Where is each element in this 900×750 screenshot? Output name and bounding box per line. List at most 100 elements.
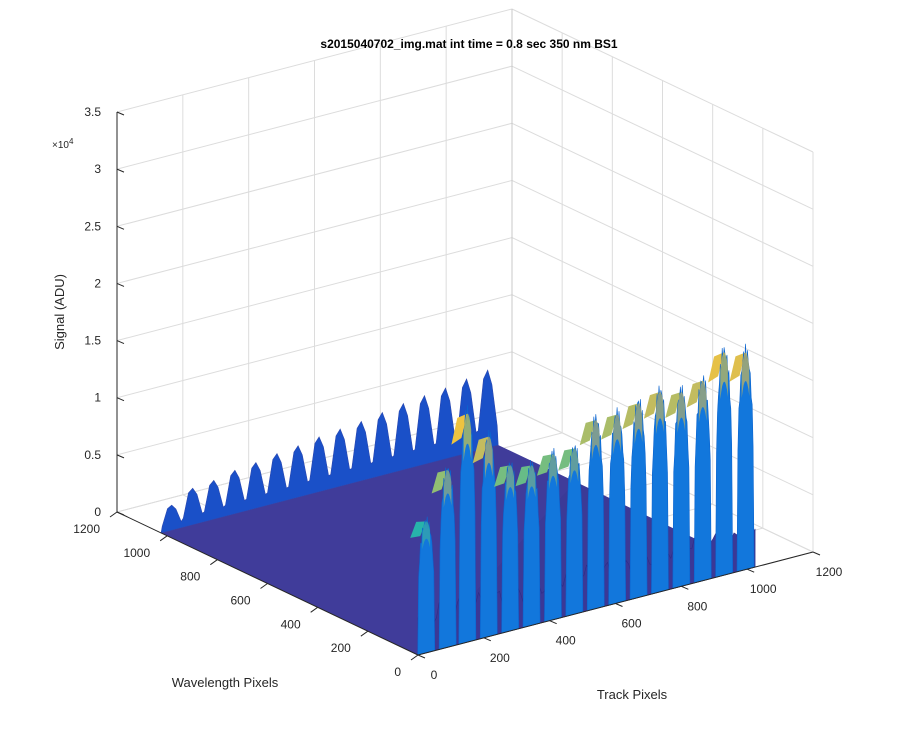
axes: 0 200 400 600 800 1000 1200 0 200 400 600 800 1000 1 2… [73, 105, 842, 682]
track-peak-side [472, 436, 489, 464]
z-multiplier-exponent: 4 [69, 137, 74, 146]
track-peak-side [410, 521, 427, 538]
y-tick-label: 800 [180, 570, 200, 584]
track-peak [417, 516, 436, 656]
track-peak-crest [527, 465, 536, 500]
y-tick-label: 600 [230, 594, 250, 608]
z-tick-label: 3 [94, 162, 101, 176]
grid-line-z-side-wall [511, 8, 814, 153]
track-peak-crest [485, 436, 493, 479]
grid-line-z-back-wall [116, 237, 513, 342]
z-axis-label: Signal (ADU) [52, 274, 67, 350]
y-tick-label: 0 [394, 665, 401, 679]
z-tick-label: 2.5 [84, 219, 101, 233]
x-tick [483, 637, 492, 642]
track-peak-crest [741, 352, 750, 398]
z-tick-label: 3.5 [84, 105, 101, 119]
track-peak-side [515, 465, 532, 487]
z-tick [116, 282, 125, 287]
z-tick-label: 1 [94, 391, 101, 405]
y-tick-label: 1000 [123, 546, 150, 560]
surface [160, 343, 756, 656]
y-tick [109, 511, 118, 518]
track-peak-crest [698, 380, 707, 423]
z-tick [116, 340, 125, 345]
x-tick [417, 654, 426, 659]
y-tick [210, 559, 218, 566]
x-tick [812, 551, 821, 556]
grid-line-z-back-wall [116, 65, 513, 170]
track-peak [458, 405, 477, 645]
x-tick [746, 568, 755, 573]
y-tick-label: 400 [281, 617, 301, 631]
z-tick [116, 111, 125, 116]
grid-line-z-side-wall [511, 65, 814, 210]
z-tick [116, 511, 125, 516]
y-tick-label: 1200 [73, 522, 100, 536]
x-tick-label: 200 [490, 651, 510, 665]
track-peak-crest [570, 448, 579, 484]
track-peak-side [643, 391, 660, 419]
track-peak [715, 347, 734, 578]
track-peak [565, 445, 584, 617]
grid-line-z-back-wall [116, 122, 513, 227]
track-peak-crest [506, 465, 514, 501]
track-peak-side [558, 448, 575, 471]
z-tick [116, 225, 125, 230]
x-tick-label: 400 [556, 634, 576, 648]
track-peak-side [494, 465, 511, 487]
track-peak-crest [422, 521, 430, 550]
track-peak-crest [443, 470, 452, 508]
grid-line-z-side-wall [511, 294, 814, 439]
z-tick [116, 397, 125, 402]
track-peak-side [686, 380, 703, 408]
track-peak [629, 399, 648, 601]
far-wall-ridges [160, 369, 499, 534]
grid-line-z-back-wall [116, 179, 513, 284]
track-peak [736, 343, 755, 573]
track-peak-side [536, 454, 553, 476]
x-tick-label: 800 [687, 599, 707, 613]
z-tick [116, 168, 125, 173]
y-tick [260, 583, 268, 589]
track-peak-crest [613, 414, 621, 455]
track-peak-side [431, 470, 448, 494]
y-tick [310, 606, 318, 613]
track-peak-side [665, 392, 682, 418]
track-peak-crest [591, 420, 600, 460]
x-tick [549, 620, 557, 625]
track-peak-side [729, 352, 746, 382]
z-tick-label: 0 [94, 505, 101, 519]
z-tick-label: 0.5 [84, 448, 101, 462]
grid-line-z-side-wall [511, 179, 814, 324]
x-tick-label: 1000 [750, 582, 777, 596]
track-peak-crest [677, 392, 686, 433]
grid-line-z-back-wall [116, 351, 513, 456]
track-peak-side [622, 403, 639, 430]
track-peak-crest [634, 403, 643, 445]
track-peak-crest [463, 413, 472, 462]
grid-line-z-back-wall [116, 8, 513, 113]
y-axis-label: Wavelength Pixels [172, 675, 279, 690]
track-peak [586, 414, 605, 612]
track-peak-side [579, 420, 596, 446]
x-tick [681, 585, 689, 590]
z-tick [116, 454, 125, 459]
chart-title: s2015040702_img.mat int time = 0.8 sec 3… [320, 37, 618, 51]
track-peak [438, 467, 457, 650]
grid-line-z-side-wall [511, 237, 814, 382]
z-multiplier-base: ×10 [52, 140, 69, 151]
track-peak [693, 375, 712, 584]
track-peak-side [601, 414, 618, 440]
track-peak [544, 447, 562, 623]
x-axis-label: Track Pixels [597, 687, 668, 702]
x-tick-label: 600 [621, 617, 641, 631]
y-tick-label: 200 [331, 641, 351, 655]
y-tick [159, 535, 168, 542]
track-peak-crest [549, 454, 557, 490]
grid-line-z-back-wall [116, 294, 513, 399]
track-peak-side [451, 413, 468, 445]
x-tick [615, 603, 623, 607]
z-multiplier: ×104 [52, 137, 74, 151]
